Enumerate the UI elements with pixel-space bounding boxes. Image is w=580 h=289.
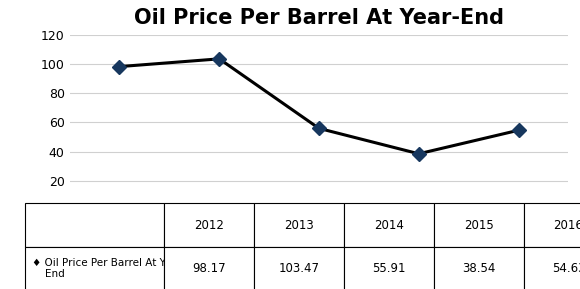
Title: Oil Price Per Barrel At Year-End: Oil Price Per Barrel At Year-End [134,8,504,27]
